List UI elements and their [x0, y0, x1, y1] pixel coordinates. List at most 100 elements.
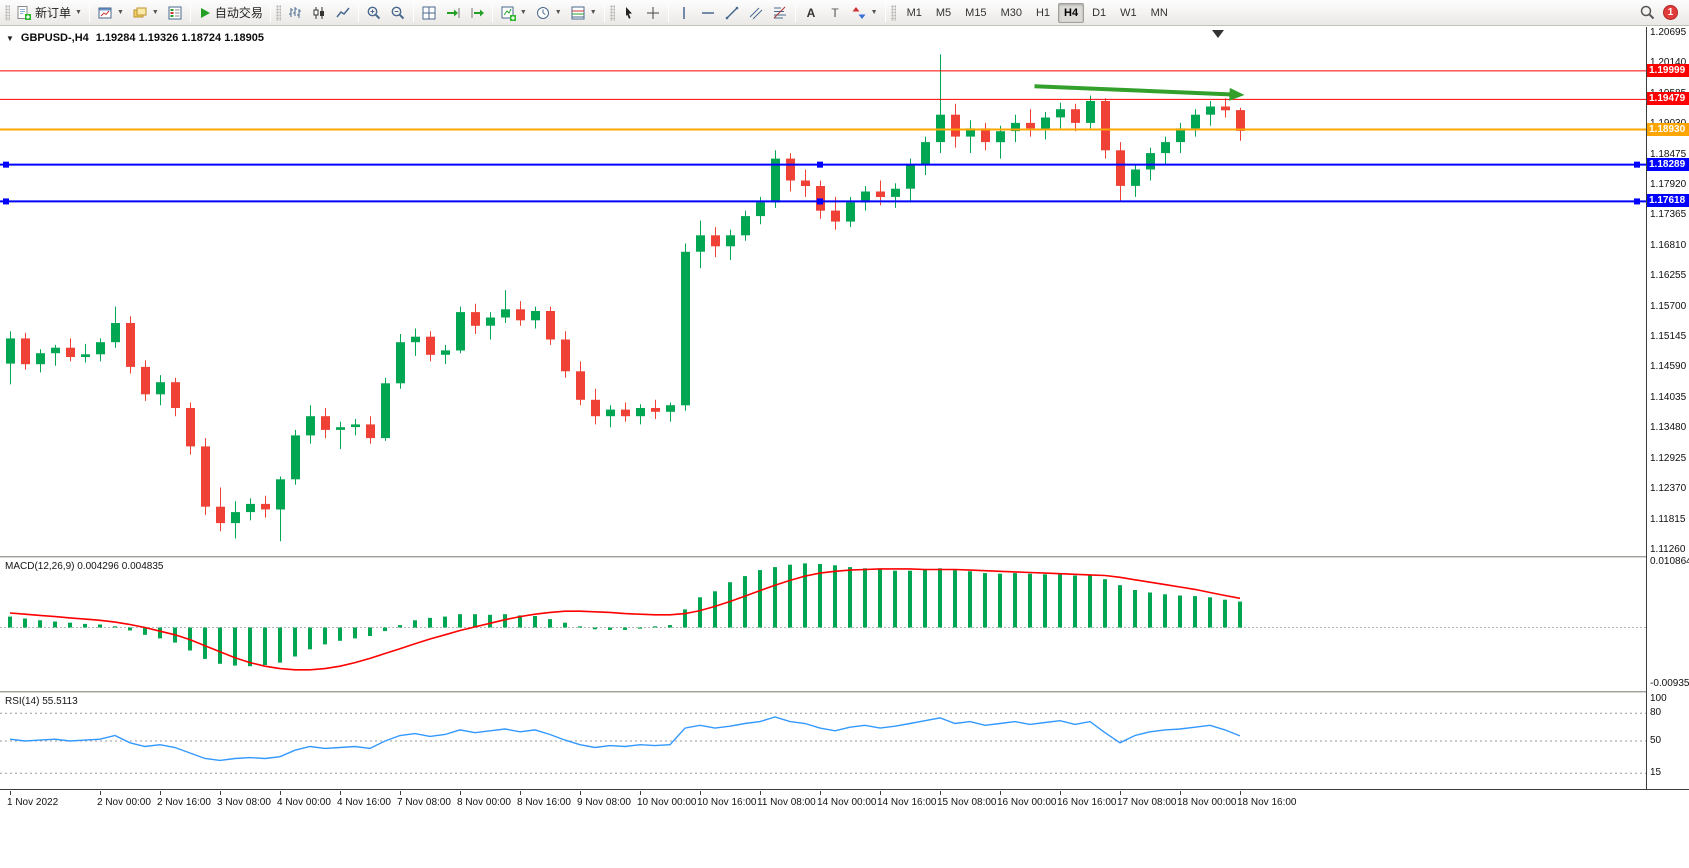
price-axis-label: 1.16810: [1650, 239, 1687, 251]
time-axis-label: 2 Nov 00:00: [97, 797, 151, 808]
time-axis-label: 7 Nov 08:00: [397, 797, 451, 808]
chart-window: ▼ GBPUSD-,H4 1.19284 1.19326 1.18724 1.1…: [0, 27, 1689, 813]
price-axis-label: 1.18475: [1650, 148, 1687, 160]
timeframe-button-h4[interactable]: H4: [1058, 2, 1085, 23]
timeframe-button-m30[interactable]: M30: [1000, 6, 1022, 19]
periods-button[interactable]: ▼: [531, 2, 566, 24]
market-watch-button[interactable]: [163, 2, 187, 24]
new-chart-icon: [97, 5, 113, 21]
time-axis-tick: [1000, 791, 1001, 795]
trendline-button[interactable]: [720, 2, 744, 24]
hline-price-badge: 1.18930: [1647, 122, 1689, 136]
timeframe-button-m1[interactable]: M1: [906, 6, 922, 19]
price-axis-label: 1.14035: [1650, 391, 1687, 403]
rsi-indicator-label: RSI(14) 55.5113: [5, 696, 78, 707]
time-axis-label: 4 Nov 16:00: [337, 797, 391, 808]
time-axis-label: 1 Nov 2022: [7, 797, 59, 808]
macd-axis-label: 0.010864: [1650, 555, 1689, 567]
tile-windows-button[interactable]: [417, 2, 441, 24]
new-chart-button[interactable]: ▼: [93, 2, 128, 24]
zoom-out-icon: [390, 5, 406, 21]
horizontal-line-button[interactable]: [696, 2, 720, 24]
one-click-trading-icon[interactable]: ▼: [6, 33, 14, 43]
crosshair-icon: [645, 5, 661, 21]
timeframe-button-d1[interactable]: D1: [1092, 6, 1107, 19]
autotrading-button[interactable]: 自动交易: [194, 2, 267, 24]
time-axis-label: 10 Nov 00:00: [637, 797, 697, 808]
new-order-label: 新订单: [35, 6, 72, 20]
chart-ohlc-values: 1.19284 1.19326 1.18724 1.18905: [95, 32, 264, 44]
time-axis-label: 2 Nov 16:00: [157, 797, 211, 808]
dropdown-arrow-icon: ▼: [75, 9, 82, 16]
text-icon: A: [803, 5, 819, 21]
crosshair-tool-button[interactable]: [641, 2, 665, 24]
bar-chart-type-button[interactable]: [283, 2, 307, 24]
timeframe-button-mn[interactable]: MN: [1150, 6, 1168, 19]
templates-button[interactable]: ▼: [566, 2, 601, 24]
auto-scroll-icon: [445, 5, 461, 21]
notification-badge[interactable]: 1: [1663, 5, 1678, 20]
chart-header: ▼ GBPUSD-,H4 1.19284 1.19326 1.18724 1.1…: [6, 32, 264, 44]
new-order-button[interactable]: 新订单 ▼: [12, 2, 86, 24]
time-axis-label: 8 Nov 00:00: [457, 797, 511, 808]
pane-splitter[interactable]: [0, 556, 1689, 558]
time-axis-label: 9 Nov 08:00: [577, 797, 631, 808]
toolbar-separator: [357, 3, 359, 22]
dropdown-arrow-icon: ▼: [151, 9, 159, 16]
zoom-out-button[interactable]: [386, 2, 410, 24]
time-axis-tick: [160, 791, 161, 795]
dropdown-arrow-icon: ▼: [554, 9, 562, 16]
auto-scroll-button[interactable]: [441, 2, 465, 24]
hline-price-badge: 1.19999: [1647, 63, 1689, 77]
timeframe-button-h1[interactable]: H1: [1035, 6, 1051, 19]
candlestick-type-button[interactable]: [307, 2, 331, 24]
svg-text:T: T: [831, 6, 839, 20]
dropdown-arrow-icon: ▼: [116, 9, 124, 16]
time-axis[interactable]: 1 Nov 2022 2 Nov 00:00 2 Nov 16:00 3 Nov 08…: [0, 791, 1646, 813]
price-chart-canvas[interactable]: [0, 27, 1646, 556]
macd-chart-canvas[interactable]: [0, 558, 1646, 691]
toolbar-separator: [667, 3, 669, 22]
price-axis[interactable]: 1.206951.201401.195851.190301.184751.179…: [1646, 27, 1689, 789]
candlestick-type-icon: [311, 5, 327, 21]
time-axis-tick: [820, 791, 821, 795]
zoom-in-button[interactable]: [362, 2, 386, 24]
time-axis-tick: [520, 791, 521, 795]
market-watch-icon: [167, 5, 183, 21]
price-axis-label: 1.16255: [1650, 270, 1687, 282]
chart-shift-button[interactable]: [465, 2, 489, 24]
label-tool-button[interactable]: T: [823, 2, 847, 24]
cursor-tool-button[interactable]: [617, 2, 641, 24]
price-axis-label: 1.20140: [1650, 57, 1687, 69]
indicators-button[interactable]: ▼: [496, 2, 531, 24]
price-axis-label: 1.12370: [1650, 483, 1687, 495]
autotrading-play-icon: [198, 6, 212, 20]
time-axis-tick: [1060, 791, 1061, 795]
rsi-axis-label: 100: [1650, 693, 1667, 704]
time-axis-tick: [940, 791, 941, 795]
vertical-line-button[interactable]: [672, 2, 696, 24]
arrows-tool-button[interactable]: ▼: [847, 2, 882, 24]
time-axis-label: 14 Nov 00:00: [817, 797, 877, 808]
text-tool-button[interactable]: A: [799, 2, 823, 24]
fibonacci-button[interactable]: [768, 2, 792, 24]
hline-price-badge: 1.17618: [1647, 194, 1689, 208]
equidistant-channel-icon: [748, 5, 764, 21]
timeframe-button-m5[interactable]: M5: [935, 6, 952, 19]
toolbar-separator: [189, 3, 191, 22]
price-axis-label: 1.15700: [1650, 300, 1687, 312]
pane-splitter[interactable]: [0, 691, 1689, 693]
equidistant-channel-button[interactable]: [744, 2, 768, 24]
time-axis-tick: [10, 791, 11, 795]
line-chart-type-button[interactable]: [331, 2, 355, 24]
chart-shift-marker-icon[interactable]: [1212, 30, 1224, 38]
rsi-chart-canvas[interactable]: [0, 693, 1646, 789]
trend-arrow-object[interactable]: [1229, 87, 1245, 101]
search-icon[interactable]: [1639, 4, 1656, 21]
timeframe-button-w1[interactable]: W1: [1120, 6, 1137, 19]
profiles-button[interactable]: ▼: [128, 2, 163, 24]
timeframe-group: M1 M5 M15 M30 H1 H4 D1 W1 MN: [900, 2, 1175, 23]
toolbar-grip: [275, 4, 281, 21]
timeframe-button-m15[interactable]: M15: [965, 6, 987, 19]
